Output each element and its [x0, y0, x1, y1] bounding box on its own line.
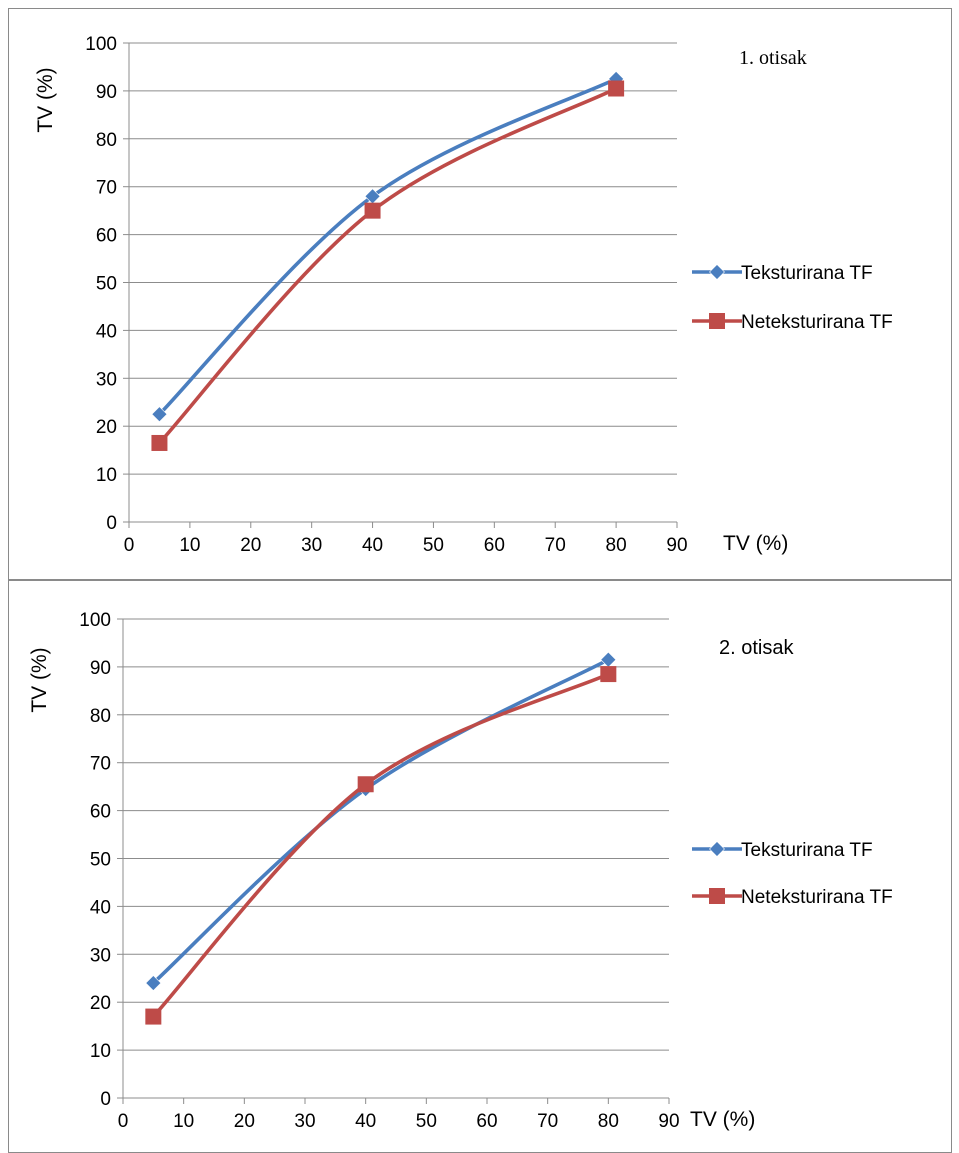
x-tick-label: 40: [362, 535, 383, 556]
y-tick-label: 100: [79, 610, 111, 631]
x-tick-label: 70: [537, 1111, 558, 1132]
y-tick-label: 90: [90, 658, 111, 679]
chart-title: 2. otisak: [719, 637, 794, 659]
legend-marker: [709, 888, 725, 904]
y-tick-label: 40: [96, 321, 117, 342]
x-tick-label: 30: [301, 535, 322, 556]
x-tick-label: 60: [484, 535, 505, 556]
legend-marker: [709, 313, 725, 329]
x-tick-label: 10: [173, 1111, 194, 1132]
x-tick-label: 90: [658, 1111, 679, 1132]
legend-marker: [709, 264, 725, 280]
x-tick-label: 20: [240, 535, 261, 556]
x-tick-label: 50: [423, 535, 444, 556]
data-point: [145, 1008, 162, 1025]
y-tick-label: 20: [90, 993, 111, 1014]
y-tick-label: 0: [106, 513, 117, 534]
x-tick-label: 20: [234, 1111, 255, 1132]
x-tick-label: 80: [606, 535, 627, 556]
y-tick-label: 90: [96, 82, 117, 103]
data-point: [600, 666, 617, 683]
x-tick-label: 60: [476, 1111, 497, 1132]
y-tick-label: 40: [90, 897, 111, 918]
y-tick-label: 50: [96, 274, 117, 295]
legend-label: Teksturirana TF: [741, 263, 873, 284]
legend-label: Neteksturirana TF: [741, 312, 893, 333]
y-tick-label: 80: [90, 706, 111, 727]
y-tick-label: 60: [90, 802, 111, 823]
x-tick-label: 80: [598, 1111, 619, 1132]
chart-1: 0 10 20 30 40 50 60 70 80 90 100 0 10 20 30 40 50 60 70 80 9…: [8, 8, 952, 580]
x-tick-label: 10: [179, 535, 200, 556]
legend-marker: [709, 841, 725, 857]
x-tick-label: 0: [118, 1111, 129, 1132]
chart-2: 0 10 20 30 40 50 60 70 80 90 100 0 10 20 30 40 50 60 70 80 9…: [8, 580, 952, 1153]
y-tick-label: 70: [90, 754, 111, 775]
y-tick-label: 100: [85, 34, 117, 55]
x-tick-label: 0: [124, 535, 135, 556]
y-tick-label: 50: [90, 850, 111, 871]
chart-border: [8, 8, 952, 580]
data-point: [608, 80, 625, 97]
y-tick-label: 10: [96, 465, 117, 486]
y-tick-label: 80: [96, 130, 117, 151]
x-tick-label: 90: [666, 535, 687, 556]
y-axis-label: TV (%): [34, 67, 57, 132]
y-tick-label: 20: [96, 417, 117, 438]
chart-title: 1. otisak: [739, 47, 807, 69]
x-axis-label: TV (%): [690, 1108, 755, 1131]
y-tick-label: 30: [90, 945, 111, 966]
legend-label: Neteksturirana TF: [741, 887, 893, 908]
x-tick-label: 30: [294, 1111, 315, 1132]
data-point: [357, 776, 374, 793]
y-tick-label: 60: [96, 226, 117, 247]
legend-label: Teksturirana TF: [741, 840, 873, 861]
y-tick-label: 10: [90, 1041, 111, 1062]
x-tick-label: 40: [355, 1111, 376, 1132]
data-point: [151, 406, 168, 423]
x-tick-label: 70: [545, 535, 566, 556]
x-tick-label: 50: [416, 1111, 437, 1132]
y-axis-label: TV (%): [28, 647, 51, 712]
data-point: [145, 975, 162, 991]
data-point: [151, 434, 168, 451]
y-tick-label: 0: [100, 1089, 111, 1110]
x-axis-label: TV (%): [723, 532, 788, 555]
y-tick-label: 70: [96, 178, 117, 199]
y-tick-label: 30: [96, 369, 117, 390]
data-point: [364, 202, 381, 219]
